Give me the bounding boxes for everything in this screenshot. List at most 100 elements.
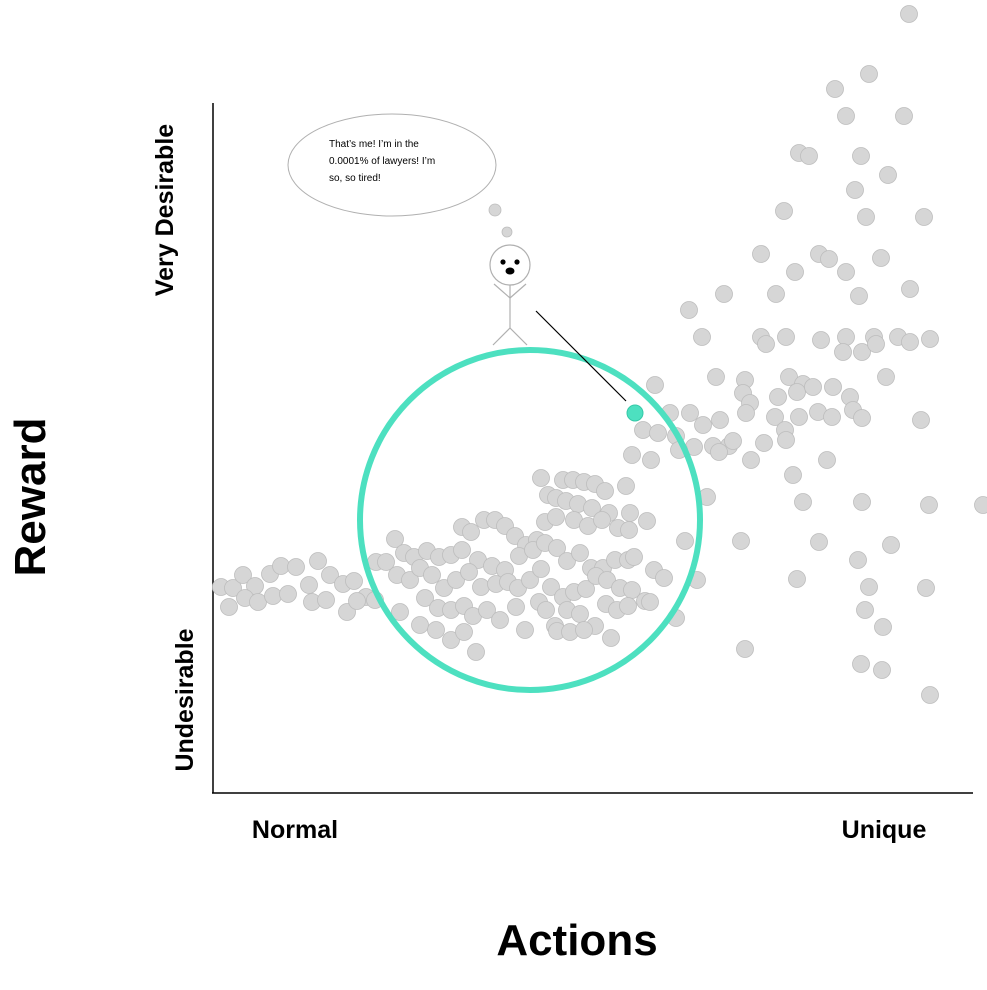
data-point: [823, 408, 841, 426]
speech-bubble: [287, 113, 497, 217]
data-point: [537, 601, 555, 619]
data-point: [882, 536, 900, 554]
x-tick-label-unique: Unique: [842, 816, 927, 844]
data-point: [625, 548, 643, 566]
speech-line-1: That’s me! I’m in the: [329, 139, 419, 150]
stick-figure-eye-left: [500, 259, 506, 265]
data-point: [234, 566, 252, 584]
data-point: [279, 585, 297, 603]
data-point: [300, 576, 318, 594]
data-point: [737, 404, 755, 422]
data-point: [309, 552, 327, 570]
data-point: [710, 443, 728, 461]
data-point: [777, 431, 795, 449]
data-point: [820, 250, 838, 268]
data-point: [915, 208, 933, 226]
data-point: [411, 616, 429, 634]
data-point: [680, 301, 698, 319]
data-point: [602, 629, 620, 647]
data-point: [472, 578, 490, 596]
data-point: [852, 147, 870, 165]
data-point: [856, 601, 874, 619]
data-point: [272, 557, 290, 575]
data-point: [846, 181, 864, 199]
data-point: [784, 466, 802, 484]
data-point: [853, 409, 871, 427]
data-point: [850, 287, 868, 305]
data-point: [715, 285, 733, 303]
data-point: [900, 5, 918, 23]
data-point: [693, 328, 711, 346]
data-point: [752, 245, 770, 263]
data-point: [849, 551, 867, 569]
data-point: [810, 533, 828, 551]
data-point: [694, 416, 712, 434]
data-point: [460, 563, 478, 581]
x-tick-label-normal: Normal: [252, 816, 338, 844]
data-point: [766, 408, 784, 426]
data-point: [598, 571, 616, 589]
data-point: [583, 499, 601, 517]
data-point: [621, 504, 639, 522]
data-point: [532, 560, 550, 578]
data-point: [777, 328, 795, 346]
data-point: [860, 578, 878, 596]
data-point: [442, 631, 460, 649]
data-point: [638, 512, 656, 530]
data-point: [455, 623, 473, 641]
speech-line-3: so, so tired!: [329, 173, 381, 184]
data-point: [736, 640, 754, 658]
stick-figure-arm-right: [509, 283, 527, 299]
data-point: [794, 493, 812, 511]
data-point: [681, 404, 699, 422]
data-point: [620, 521, 638, 539]
data-point: [532, 469, 550, 487]
data-point: [920, 496, 938, 514]
data-point: [901, 333, 919, 351]
data-point: [824, 378, 842, 396]
data-points: [212, 5, 987, 704]
data-point: [453, 541, 471, 559]
data-point: [804, 378, 822, 396]
data-point: [879, 166, 897, 184]
stick-figure-arm-left: [493, 283, 511, 299]
data-point: [548, 539, 566, 557]
data-point: [462, 523, 480, 541]
stick-figure-icon: [489, 244, 531, 346]
data-point: [401, 571, 419, 589]
data-point: [877, 368, 895, 386]
data-point: [447, 571, 465, 589]
data-point: [623, 446, 641, 464]
data-point: [348, 592, 366, 610]
data-point: [818, 451, 836, 469]
data-point: [655, 569, 673, 587]
data-point: [742, 451, 760, 469]
data-point: [377, 553, 395, 571]
data-point: [391, 603, 409, 621]
data-point: [834, 343, 852, 361]
highlight-region-circle: [357, 347, 703, 693]
data-point: [895, 107, 913, 125]
highlighted-point: [626, 404, 644, 422]
data-point: [521, 571, 539, 589]
data-point: [837, 263, 855, 281]
data-point: [874, 618, 892, 636]
data-point: [593, 511, 611, 529]
data-point: [264, 587, 282, 605]
data-point: [860, 65, 878, 83]
data-point: [467, 643, 485, 661]
data-point: [386, 530, 404, 548]
data-point: [767, 285, 785, 303]
data-point: [220, 598, 238, 616]
data-point: [786, 263, 804, 281]
data-point: [826, 80, 844, 98]
data-point: [558, 552, 576, 570]
data-point: [867, 335, 885, 353]
data-point: [427, 621, 445, 639]
data-point: [974, 496, 987, 514]
data-point: [872, 249, 890, 267]
data-point: [800, 147, 818, 165]
thought-bubble-medium: [488, 203, 502, 217]
y-tick-label-very-desirable: Very Desirable: [151, 124, 179, 296]
